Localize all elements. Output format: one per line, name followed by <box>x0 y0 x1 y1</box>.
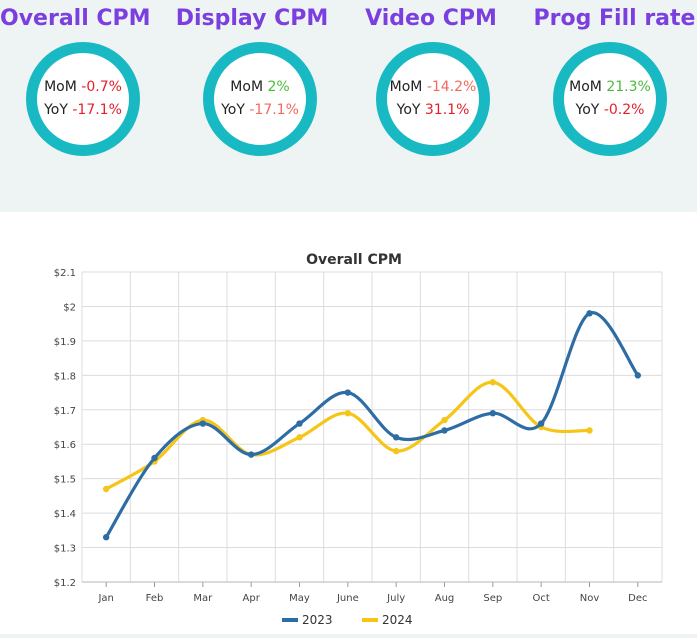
data-point-2023 <box>102 534 110 541</box>
yoy-label: YoY <box>44 102 68 118</box>
legend-label-2023: 2023 <box>302 613 333 627</box>
y-tick-label: $1.6 <box>54 440 76 451</box>
yoy-value: 31.1% <box>424 102 470 118</box>
x-tick-label: Apr <box>243 593 261 604</box>
series-line-2023 <box>104 311 640 539</box>
y-tick-label: $1.7 <box>54 406 76 417</box>
kpi-ring-overall-cpm: MoM -0.7% YoY -17.1% <box>26 42 140 156</box>
yoy-label: YoY <box>575 102 600 118</box>
mom-row: MoM -14.2% <box>390 76 477 99</box>
yoy-row: YoY -17.1% <box>44 99 122 122</box>
yoy-row: YoY 31.1% <box>397 99 470 122</box>
data-point-2023 <box>344 389 352 396</box>
legend-label-2024: 2024 <box>382 613 413 627</box>
x-tick-label: Nov <box>580 593 600 604</box>
y-tick-label: $1.8 <box>54 371 76 382</box>
x-tick-label: May <box>289 593 310 604</box>
chart-title: Overall CPM <box>306 252 402 268</box>
yoy-value: -17.1% <box>72 102 122 118</box>
x-tick-label: Sep <box>483 593 502 604</box>
y-tick-label: $1.2 <box>54 578 76 589</box>
data-point-2023 <box>537 420 545 427</box>
data-point-2023 <box>441 427 448 434</box>
data-point-2024 <box>344 410 352 417</box>
y-tick-label: $2.1 <box>54 268 76 279</box>
mom-label: MoM <box>230 79 264 95</box>
kpi-ring-display-cpm: MoM 2% YoY -17.1% <box>203 42 317 156</box>
data-point-2023 <box>151 454 158 462</box>
data-point-2023 <box>199 420 207 427</box>
data-point-2023 <box>634 372 642 379</box>
mom-row: MoM 21.3% <box>569 76 651 99</box>
kpi-title-overall-cpm: Overall CPM <box>0 6 151 31</box>
data-point-2023 <box>247 451 255 458</box>
kpi-ring-prog-fill-rate: MoM 21.3% YoY -0.2% <box>553 42 667 156</box>
x-tick-label: Dec <box>628 593 647 604</box>
x-tick-label: Feb <box>146 593 164 604</box>
x-tick-label: Oct <box>533 593 550 604</box>
y-tick-label: $1.4 <box>54 509 76 520</box>
x-tick-label: Aug <box>435 593 455 604</box>
mom-value: 2% <box>267 79 290 95</box>
mom-label: MoM <box>389 79 423 95</box>
y-tick-label: $1.3 <box>54 544 76 555</box>
data-point-2023 <box>586 310 593 317</box>
yoy-value: -0.2% <box>603 102 645 118</box>
yoy-row: YoY -0.2% <box>576 99 645 122</box>
kpi-title-video-cpm: Video CPM <box>365 6 497 31</box>
yoy-row: YoY -17.1% <box>221 99 299 122</box>
yoy-value: -17.1% <box>249 102 299 118</box>
data-point-2024 <box>489 379 497 386</box>
data-point-2024 <box>441 416 448 424</box>
mom-value: 21.3% <box>606 79 651 95</box>
mom-label: MoM <box>569 79 602 95</box>
data-point-2024 <box>392 447 400 455</box>
mom-label: MoM <box>44 79 77 95</box>
x-tick-label: June <box>336 593 359 604</box>
mom-row: MoM 2% <box>230 76 289 99</box>
overall-cpm-chart: Overall CPM $1.2 $1.3 $1.4 $1.5 $1.6 $1.7 $1.8… <box>54 252 663 627</box>
mom-value: -0.7% <box>81 79 122 95</box>
data-point-2023 <box>296 420 303 427</box>
x-tick-label: Jan <box>97 593 113 604</box>
data-point-2024 <box>296 434 303 441</box>
x-axis: Jan Feb Mar Apr May June July Aug Sep Oct Nov Dec <box>82 581 662 604</box>
yoy-label: YoY <box>221 102 245 118</box>
y-tick-label: $2 <box>63 302 76 313</box>
chart-series <box>102 310 642 541</box>
chart-panel: Overall CPM $1.2 $1.3 $1.4 $1.5 $1.6 $1.7 $1.8… <box>0 212 697 634</box>
data-point-2024 <box>102 485 110 493</box>
x-tick-label: Mar <box>193 593 213 604</box>
yoy-label: YoY <box>396 102 421 118</box>
kpi-ring-video-cpm: MoM -14.2% YoY 31.1% <box>376 42 490 156</box>
data-point-2023 <box>489 410 497 417</box>
kpi-title-display-cpm: Display CPM <box>175 6 329 31</box>
y-tick-label: $1.9 <box>54 337 76 348</box>
kpi-title-prog-fill-rate: Prog Fill rate <box>533 6 696 31</box>
chart-legend: 2023 2024 <box>282 613 413 627</box>
mom-value: -14.2% <box>426 79 477 95</box>
mom-row: MoM -0.7% <box>44 76 122 99</box>
chart-grid <box>81 271 663 583</box>
data-point-2024 <box>586 427 593 434</box>
y-axis: $1.2 $1.3 $1.4 $1.5 $1.6 $1.7 $1.8 $1.9 $2 $2.1 <box>54 268 76 589</box>
x-tick-label: July <box>386 593 405 604</box>
y-tick-label: $1.5 <box>54 475 76 486</box>
data-point-2023 <box>392 434 400 441</box>
